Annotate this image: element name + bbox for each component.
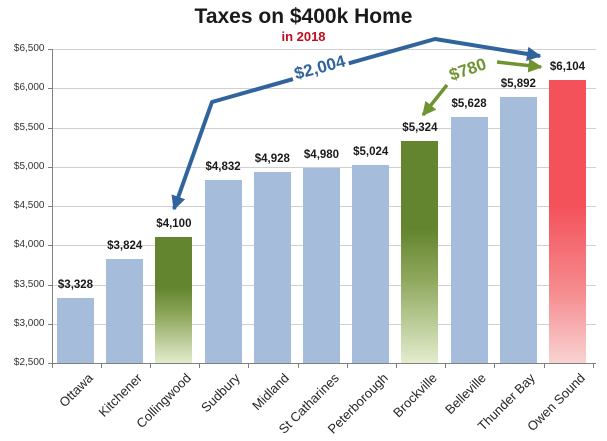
bar-value-label-collingwood: $4,100 <box>156 218 192 231</box>
y-axis-tick-label: $4,000 <box>13 239 45 251</box>
x-axis-tick <box>100 364 102 368</box>
x-axis-tick <box>199 364 201 368</box>
bar-ottawa <box>57 298 94 363</box>
y-axis-tick-label: $6,000 <box>13 82 45 94</box>
bar-value-label-kitchener: $3,824 <box>107 240 143 253</box>
y-axis-tick-label: $3,500 <box>13 278 45 290</box>
y-axis-tick-label: $5,500 <box>13 121 45 133</box>
bar-kitchener <box>106 259 144 363</box>
x-axis-tick <box>543 364 545 368</box>
bar-collingwood <box>155 237 193 363</box>
x-axis-tick <box>592 364 594 368</box>
y-axis-tick <box>47 323 52 325</box>
y-axis-line <box>51 49 53 363</box>
y-axis-tick-label: $6,500 <box>13 43 45 54</box>
y-axis-tick <box>47 245 52 247</box>
y-axis-tick <box>47 88 52 90</box>
y-axis-tick <box>47 49 52 50</box>
bar-value-label-ottawa: $3,328 <box>57 279 94 291</box>
bar-sudbury <box>204 179 242 363</box>
y-axis-tick-label: $3,000 <box>13 317 45 329</box>
x-axis-tick <box>248 364 250 368</box>
y-axis-tick-label: $5,000 <box>13 160 45 172</box>
x-axis-line <box>47 363 596 364</box>
y-axis-tick-label: $2,500 <box>13 357 45 368</box>
y-axis-tick <box>47 127 52 129</box>
x-axis-tick <box>297 364 299 368</box>
x-axis-tick <box>51 364 53 368</box>
green-arrow-to-brockville <box>421 83 449 117</box>
y-axis-tick <box>47 284 52 286</box>
bar-value-label-owen-sound: $6,104 <box>549 61 586 74</box>
x-axis-tick <box>445 364 447 368</box>
y-axis-tick <box>47 206 52 207</box>
chart-title: Taxes on $400k Home <box>194 5 413 28</box>
bar-owen-sound <box>549 80 586 363</box>
x-axis-tick <box>494 364 496 368</box>
y-axis-tick <box>47 166 52 168</box>
x-axis-tick <box>346 364 348 368</box>
green-arrow-to-owen-sound <box>496 58 543 73</box>
x-axis-tick <box>395 364 397 368</box>
y-axis-tick-label: $4,500 <box>13 200 45 211</box>
chart-subtitle: in 2018 <box>281 29 326 44</box>
x-axis-tick <box>149 364 151 368</box>
